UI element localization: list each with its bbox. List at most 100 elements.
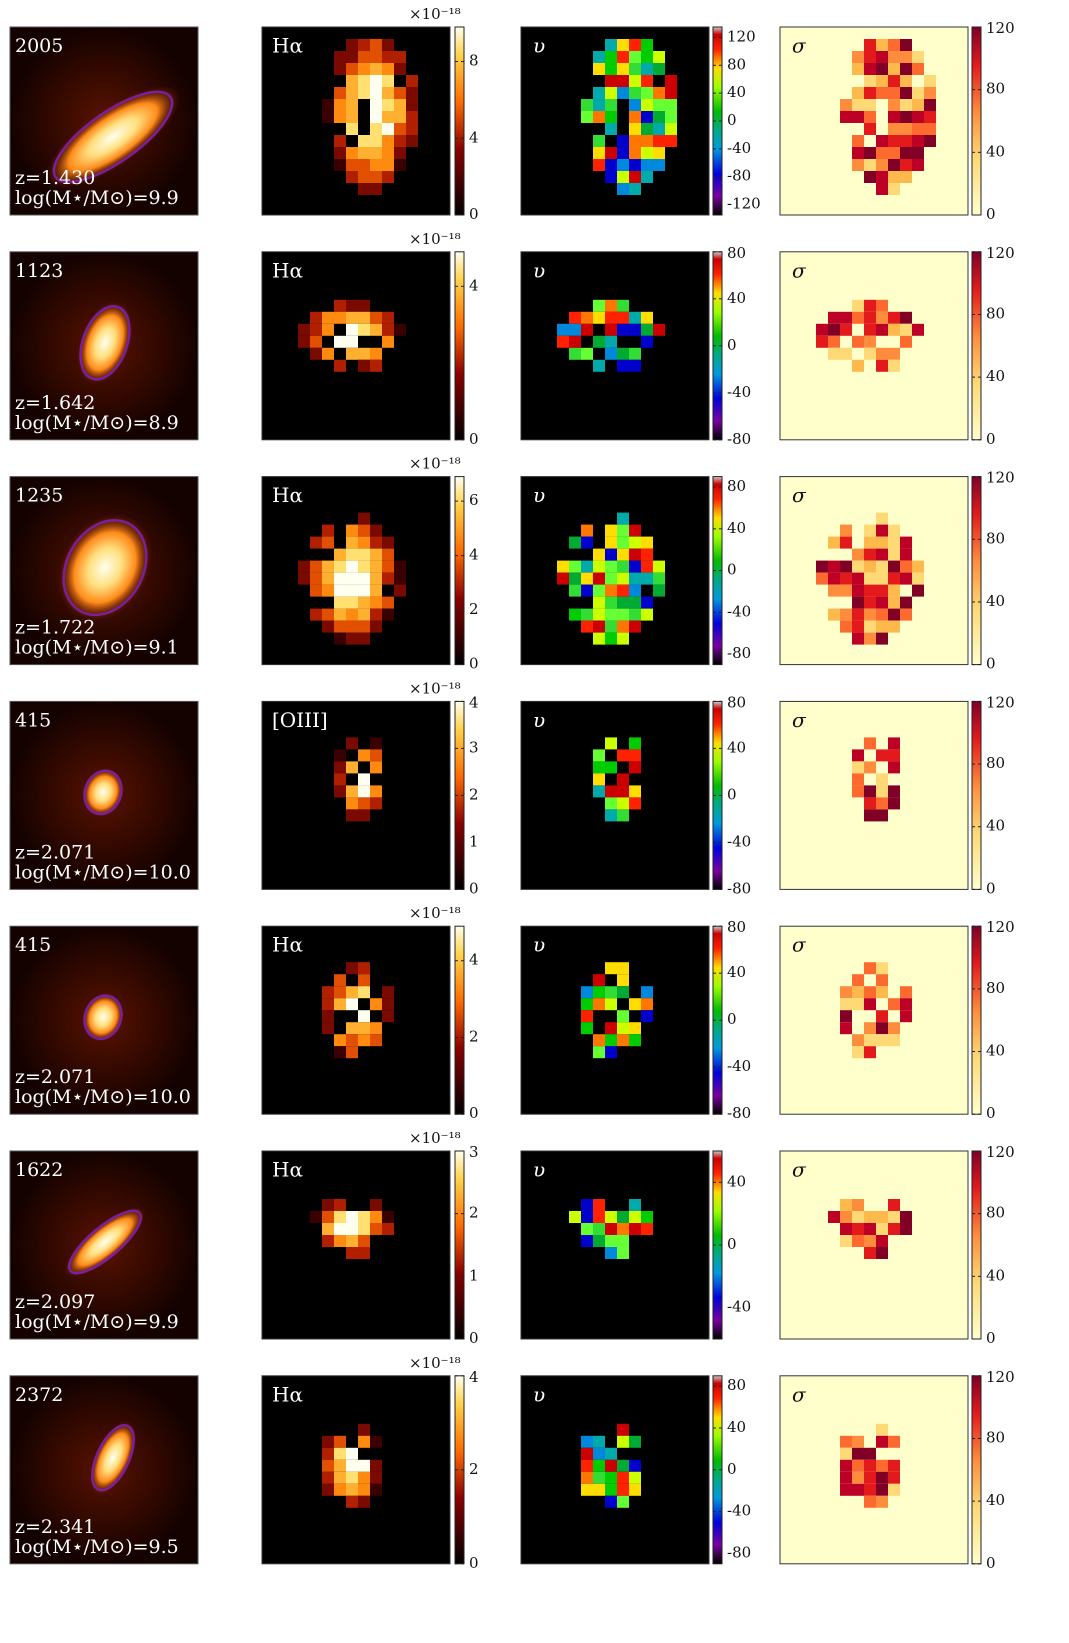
map-pixel <box>581 1471 593 1484</box>
map-pixel <box>593 147 605 159</box>
galaxy-glow <box>89 1420 137 1496</box>
map-pixel <box>852 632 864 645</box>
map-pixel <box>605 147 617 159</box>
colorbar-tick-label: -80 <box>727 1104 751 1122</box>
map-pixel <box>641 1010 653 1023</box>
map-pixel <box>593 87 605 99</box>
map-pixel <box>876 135 888 147</box>
map-pixel <box>334 998 346 1011</box>
map-pixel <box>581 986 593 999</box>
map-pixel <box>876 39 888 51</box>
colorbar-tick-label: -40 <box>727 1502 751 1520</box>
galaxy-id: 415 <box>15 709 51 731</box>
map-pixel <box>346 761 358 774</box>
map-pixel <box>370 123 382 135</box>
map-pixel <box>876 584 888 597</box>
velocity-label: υ <box>533 708 545 732</box>
flux-panel: Hα <box>261 26 451 216</box>
map-pixel <box>370 323 382 336</box>
map-pixel <box>358 63 370 75</box>
map-pixel <box>876 1459 888 1472</box>
map-pixel <box>593 1483 605 1496</box>
map-pixel <box>852 749 864 762</box>
colorbar-tick-label: -80 <box>727 167 751 185</box>
map-pixel <box>605 171 617 183</box>
map-pixel <box>912 572 924 585</box>
map-pixel <box>334 1435 346 1448</box>
map-pixel <box>334 584 346 597</box>
map-pixel <box>617 1022 629 1035</box>
map-pixel <box>888 87 900 99</box>
map-pixel <box>840 536 852 549</box>
velocity-label: υ <box>533 1382 545 1406</box>
map-pixel <box>900 536 912 549</box>
map-pixel <box>629 1435 641 1448</box>
map-pixel <box>394 63 406 75</box>
map-pixel <box>605 536 617 549</box>
map-pixel <box>864 323 876 336</box>
map-pixel <box>382 1010 394 1023</box>
map-pixel <box>605 1447 617 1460</box>
map-pixel <box>852 761 864 774</box>
map-pixel <box>900 1010 912 1023</box>
colorbar <box>454 925 465 1115</box>
map-pixel <box>569 347 581 360</box>
map-pixel <box>358 1435 370 1448</box>
map-pixel <box>581 99 593 111</box>
map-pixel <box>382 63 394 75</box>
colorbar-tick-label: 120 <box>986 1143 1015 1161</box>
panel-frame <box>261 251 451 441</box>
map-pixel <box>346 737 358 750</box>
map-pixel <box>629 536 641 549</box>
map-pixel <box>900 87 912 99</box>
map-pixel <box>346 299 358 312</box>
line-label: Hα <box>272 34 303 58</box>
map-pixel <box>581 323 593 336</box>
map-pixel <box>876 797 888 810</box>
colorbar <box>971 1375 982 1565</box>
line-label: Hα <box>272 933 303 957</box>
map-pixel <box>605 1223 617 1235</box>
map-pixel <box>593 1223 605 1235</box>
colorbar-tick-label: 40 <box>986 142 1005 160</box>
map-pixel <box>641 147 653 159</box>
map-pixel <box>888 572 900 585</box>
map-pixel <box>641 39 653 51</box>
map-pixel <box>629 183 641 195</box>
map-pixel <box>358 632 370 645</box>
galaxy-glow <box>57 513 153 622</box>
map-pixel <box>900 311 912 324</box>
map-background <box>521 926 709 1115</box>
map-pixel <box>358 584 370 597</box>
map-pixel <box>334 986 346 999</box>
panel-frame <box>779 925 969 1115</box>
map-pixel <box>346 1022 358 1035</box>
panel-frame <box>520 251 710 441</box>
map-pixel <box>605 39 617 51</box>
map-pixel <box>346 75 358 87</box>
map-pixel <box>358 1010 370 1023</box>
colorbar-tick-label: -120 <box>727 195 761 213</box>
map-pixel <box>593 99 605 111</box>
map-pixel <box>617 299 629 312</box>
map-pixel <box>888 737 900 750</box>
line-label: [OIII] <box>272 708 328 732</box>
panel-frame <box>779 1150 969 1340</box>
panel-frame <box>261 1375 451 1565</box>
map-pixel <box>852 1459 864 1472</box>
map-pixel <box>912 560 924 573</box>
aperture-ellipse <box>91 1424 135 1492</box>
map-pixel <box>569 335 581 348</box>
map-pixel <box>888 1223 900 1235</box>
map-pixel <box>876 147 888 159</box>
map-pixel <box>593 548 605 561</box>
map-pixel <box>605 608 617 621</box>
map-pixel <box>593 584 605 597</box>
map-pixel <box>852 111 864 123</box>
panel-frame <box>779 251 969 441</box>
map-pixel <box>900 1211 912 1223</box>
map-pixel <box>852 299 864 312</box>
map-pixel <box>900 608 912 621</box>
